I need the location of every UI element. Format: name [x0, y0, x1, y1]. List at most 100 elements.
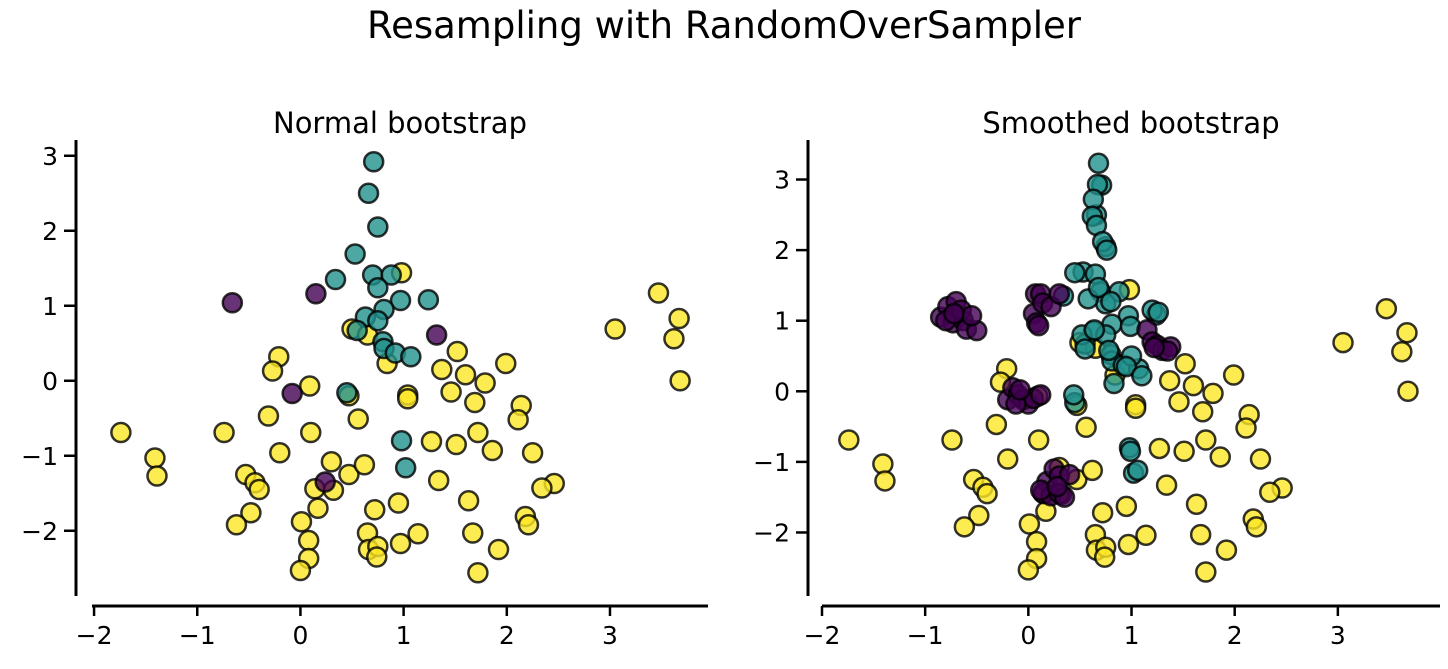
- x-tick-label: 2: [1227, 621, 1243, 650]
- data-point: [1083, 319, 1106, 341]
- data-point: [367, 216, 389, 238]
- data-point: [298, 375, 321, 397]
- data-point: [367, 310, 389, 332]
- data-point: [454, 364, 477, 386]
- x-tick-label: −1: [179, 621, 216, 650]
- data-point: [353, 454, 376, 476]
- data-point: [495, 352, 517, 375]
- data-point: [363, 499, 386, 521]
- x-tick-label: 0: [1020, 621, 1036, 650]
- data-point: [941, 429, 963, 451]
- data-point: [1397, 380, 1419, 403]
- data-point: [1245, 516, 1268, 538]
- data-point: [461, 522, 484, 544]
- subplot-title: Normal bootstrap: [273, 106, 527, 140]
- data-point: [1017, 559, 1040, 581]
- data-point: [1027, 314, 1050, 337]
- data-point: [1155, 474, 1178, 496]
- data-point: [1018, 513, 1041, 535]
- data-point: [1075, 416, 1097, 439]
- data-point: [507, 409, 529, 431]
- data-point: [213, 421, 235, 444]
- data-point: [474, 372, 496, 394]
- y-tick-label: −1: [21, 442, 58, 471]
- data-point: [320, 451, 343, 473]
- data-point: [367, 277, 389, 299]
- data-point: [1098, 339, 1120, 362]
- data-point: [269, 442, 291, 464]
- data-point: [1119, 440, 1142, 463]
- data-point: [1115, 495, 1138, 518]
- data-point: [531, 477, 553, 499]
- data-point: [1195, 429, 1217, 451]
- data-point: [1182, 374, 1205, 397]
- data-point: [221, 292, 244, 314]
- data-point: [299, 421, 322, 444]
- data-point: [487, 538, 510, 561]
- data-point: [1147, 301, 1170, 323]
- data-point: [1148, 437, 1171, 460]
- data-point: [1009, 379, 1031, 401]
- data-point: [960, 305, 983, 327]
- data-point: [1235, 417, 1257, 439]
- data-point: [467, 562, 489, 584]
- data-point: [1074, 338, 1096, 360]
- data-point: [389, 532, 412, 555]
- data-point: [874, 470, 896, 492]
- data-point: [305, 283, 327, 305]
- y-tick-label: −2: [21, 517, 58, 546]
- data-point: [281, 382, 303, 405]
- data-point: [446, 340, 469, 363]
- x-tick-label: 2: [499, 621, 515, 650]
- data-point: [467, 421, 489, 444]
- data-point: [1375, 297, 1398, 320]
- data-point: [417, 289, 440, 311]
- data-point: [517, 514, 540, 536]
- data-point: [1195, 561, 1217, 583]
- data-point: [1091, 501, 1114, 524]
- data-point: [1249, 448, 1272, 470]
- data-point: [257, 405, 280, 427]
- y-tick-label: 0: [774, 377, 790, 406]
- data-point: [668, 307, 690, 330]
- data-point: [1064, 261, 1086, 284]
- data-point: [521, 442, 544, 464]
- y-tick-label: 3: [774, 166, 790, 195]
- data-point: [1087, 276, 1110, 299]
- series-class-1: [324, 151, 440, 479]
- x-tick-label: 3: [1330, 621, 1346, 650]
- data-point: [1096, 239, 1118, 261]
- x-tick-label: −2: [804, 621, 841, 650]
- x-tick-label: 1: [396, 621, 412, 650]
- data-point: [240, 502, 262, 524]
- series-class-0: [221, 283, 448, 493]
- y-tick-label: 1: [774, 307, 790, 336]
- figure-title: Resampling with RandomOverSampler: [367, 4, 1081, 47]
- data-point: [297, 529, 320, 552]
- data-point: [1202, 382, 1224, 405]
- data-point: [1103, 372, 1125, 395]
- data-point: [647, 282, 670, 304]
- data-point: [440, 381, 462, 403]
- data-point: [366, 546, 388, 568]
- series-class-1: [1052, 152, 1170, 484]
- y-tick-label: 3: [42, 142, 58, 171]
- series-class-2: [110, 262, 691, 584]
- data-point: [1062, 384, 1085, 406]
- series-class-0: [929, 283, 1182, 508]
- data-point: [1332, 331, 1354, 354]
- data-point: [290, 511, 313, 533]
- data-point: [261, 360, 284, 382]
- data-point: [346, 319, 368, 342]
- x-tick-label: 3: [602, 621, 618, 650]
- data-point: [985, 413, 1008, 436]
- data-point: [1029, 384, 1052, 406]
- subplot-2: Smoothed bootstrap −2 −1 0 1 2 3 −2 −1 0 1 2 3: [753, 106, 1440, 650]
- data-point: [1168, 391, 1190, 413]
- y-tick-label: 0: [42, 367, 58, 396]
- data-point: [953, 516, 976, 538]
- data-point: [289, 559, 312, 582]
- y-tick-label: −1: [753, 448, 790, 477]
- x-tick-label: 1: [1124, 621, 1140, 650]
